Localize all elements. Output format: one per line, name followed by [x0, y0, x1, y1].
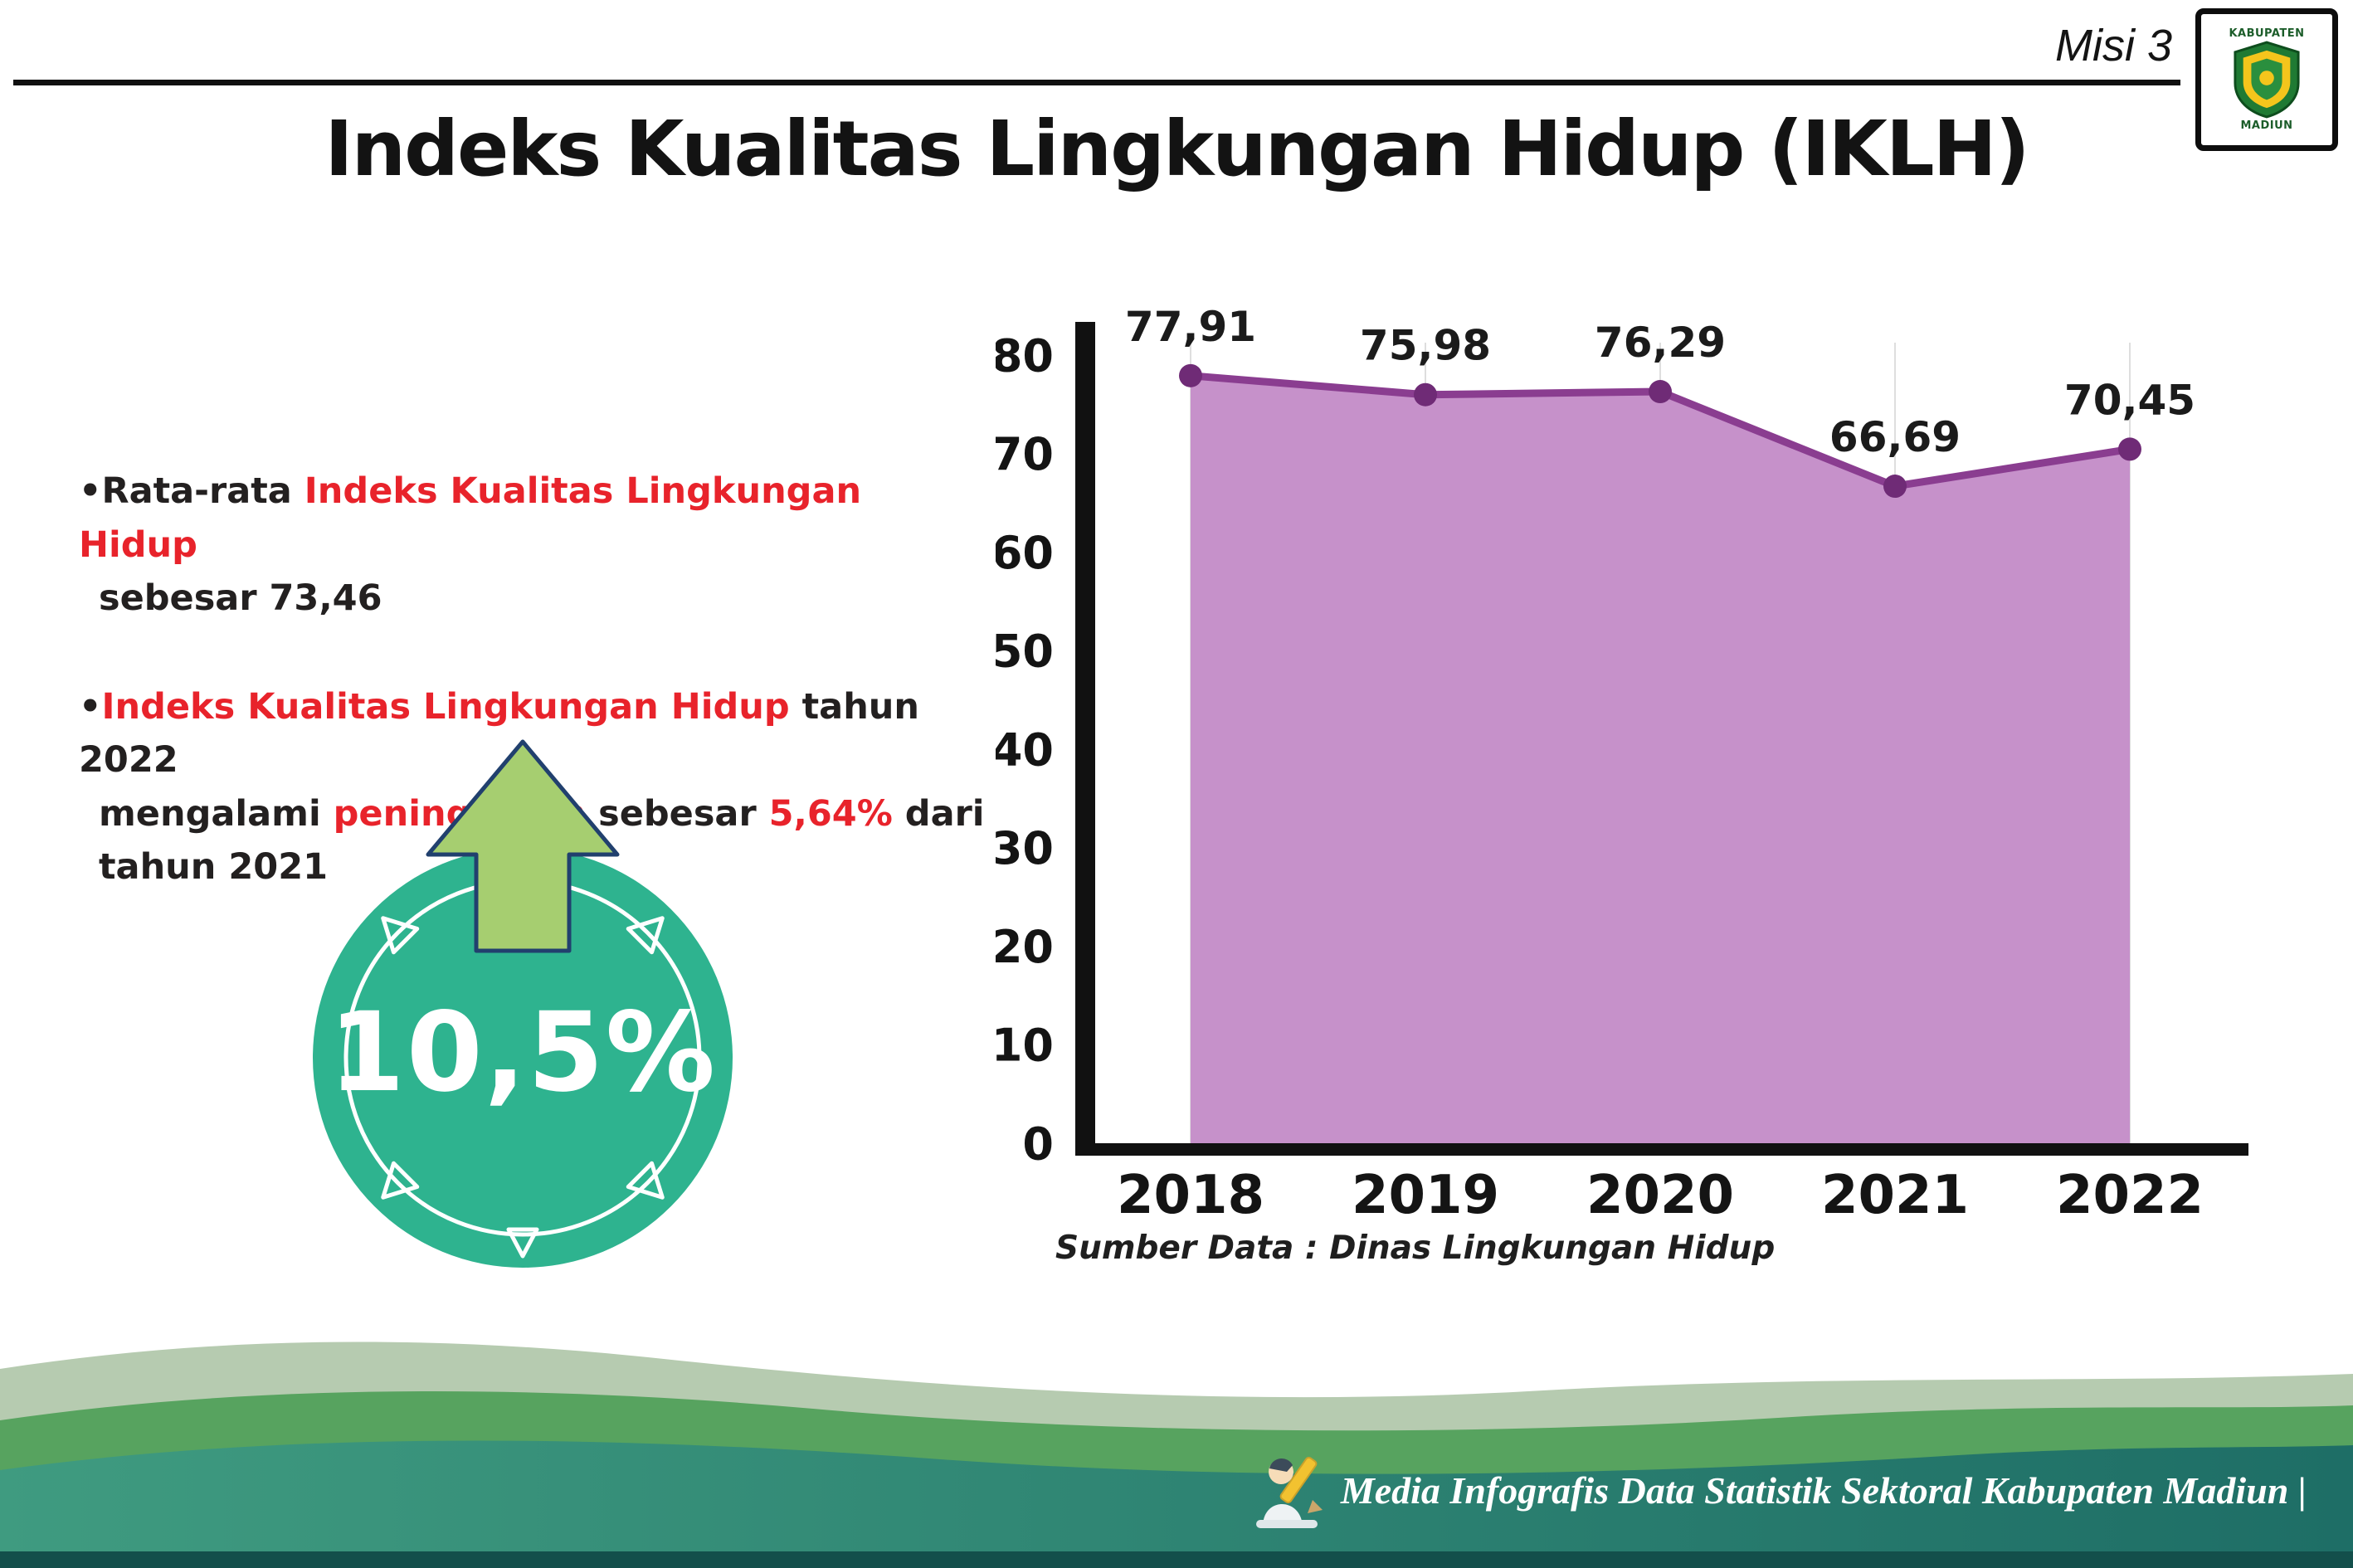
x-axis-label: 2019 [1352, 1165, 1499, 1226]
point-value-label: 75,98 [1360, 322, 1491, 370]
footer-bottom-strip [0, 1551, 2353, 1568]
bullet-line: sebesar 73,46 [79, 572, 991, 626]
badge-circle [313, 848, 733, 1268]
wave-teal [0, 1440, 2353, 1568]
bullet-text-segment: 5,64% [768, 792, 893, 835]
bullet-marker: • [79, 470, 102, 512]
bullet-marker: • [79, 685, 102, 728]
bullet-line: •Rata-rata Indeks Kualitas Lingkungan Hi… [79, 465, 991, 572]
point-value-label: 66,69 [1829, 413, 1961, 461]
footer-caption: Media Infografis Data Statistik Sektoral… [1250, 1450, 2307, 1530]
badge-ring-triangles [381, 916, 665, 1259]
point-value-label: 76,29 [1595, 319, 1726, 367]
data-point [1414, 382, 1437, 407]
increase-percentage: 10,5% [329, 989, 717, 1117]
data-point [1883, 475, 1907, 499]
point-value-label: 77,91 [1125, 303, 1256, 351]
increase-badge-graphic [313, 739, 733, 1268]
x-axis-label: 2022 [2056, 1165, 2204, 1226]
bullet-list: •Rata-rata Indeks Kualitas Lingkungan Hi… [79, 465, 991, 949]
point-value-label: 70,45 [2064, 376, 2195, 424]
y-tick-label: 0 [1022, 1118, 1054, 1170]
iklh-area-chart-svg: 77,91 75,98 76,29 66,69 70,45 0 10 20 30 40 50 60 70… [991, 303, 2248, 1226]
x-axis-bar [1075, 1143, 2248, 1156]
increase-badge: 10,5% [290, 730, 755, 1278]
y-axis-bar [1075, 322, 1095, 1155]
x-axis-label: 2018 [1117, 1165, 1264, 1226]
kabupaten-madiun-logo: KABUPATEN MADIUN [2195, 8, 2338, 151]
iklh-area-chart: 77,91 75,98 76,29 66,69 70,45 0 10 20 30 40 50 60 70… [991, 289, 2290, 1251]
data-point [1179, 363, 1202, 387]
misi-label: Misi 3 [2054, 21, 2172, 71]
bullet-text-segment: sebesar [586, 792, 769, 835]
y-tick-label: 20 [996, 921, 1054, 973]
y-tick-label: 10 [996, 1020, 1054, 1072]
footer-caption-text: Media Infografis Data Statistik Sektoral… [1340, 1468, 2307, 1512]
y-tick-label: 70 [996, 428, 1054, 480]
bullet-text-segment: sebesar 73,46 [99, 577, 382, 619]
area-fill [1191, 375, 2130, 1144]
page-title: Indeks Kualitas Lingkungan Hidup (IKLH) [324, 105, 2029, 193]
up-arrow-icon [426, 739, 620, 953]
bullet-text-segment: Indeks Kualitas Lingkungan Hidup [101, 685, 790, 728]
bullet-line: tahun 2021 [79, 840, 991, 894]
y-tick-label: 40 [996, 723, 1054, 776]
logo-shield-icon [2234, 41, 2300, 119]
x-axis-label: 2021 [1821, 1165, 1969, 1226]
data-point [2118, 437, 2141, 461]
bullet-text-segment: dari [892, 792, 985, 835]
bullet-line: •Indeks Kualitas Lingkungan Hidup tahun … [79, 680, 991, 787]
header-rule [13, 80, 2180, 85]
bullet-text-segment: mengalami [99, 792, 334, 835]
logo-top-text: KABUPATEN [2229, 27, 2305, 40]
y-tick-label: 80 [996, 329, 1054, 382]
bullet-item: •Rata-rata Indeks Kualitas Lingkungan Hi… [79, 465, 991, 626]
bullet-item: •Indeks Kualitas Lingkungan Hidup tahun … [79, 680, 991, 894]
mascot-writer-icon [1255, 1456, 1323, 1528]
y-tick-label: 50 [996, 626, 1054, 678]
bullet-text-segment: tahun 2021 [99, 846, 329, 888]
chart-source: Sumber Data : Dinas Lingkungan Hidup [1055, 1230, 1776, 1267]
x-axis-label: 2020 [1586, 1165, 1734, 1226]
bullet-text-segment: tahun 2022 [79, 685, 920, 782]
bullet-text-segment: Rata-rata [101, 470, 304, 512]
data-point [1649, 380, 1672, 404]
bullet-text-segment: Indeks Kualitas Lingkungan Hidup [79, 470, 862, 566]
logo-bottom-text: MADIUN [2240, 119, 2293, 132]
footer-waves [0, 1342, 2353, 1568]
y-tick-label: 60 [996, 527, 1054, 579]
y-tick-label: 30 [996, 822, 1054, 874]
